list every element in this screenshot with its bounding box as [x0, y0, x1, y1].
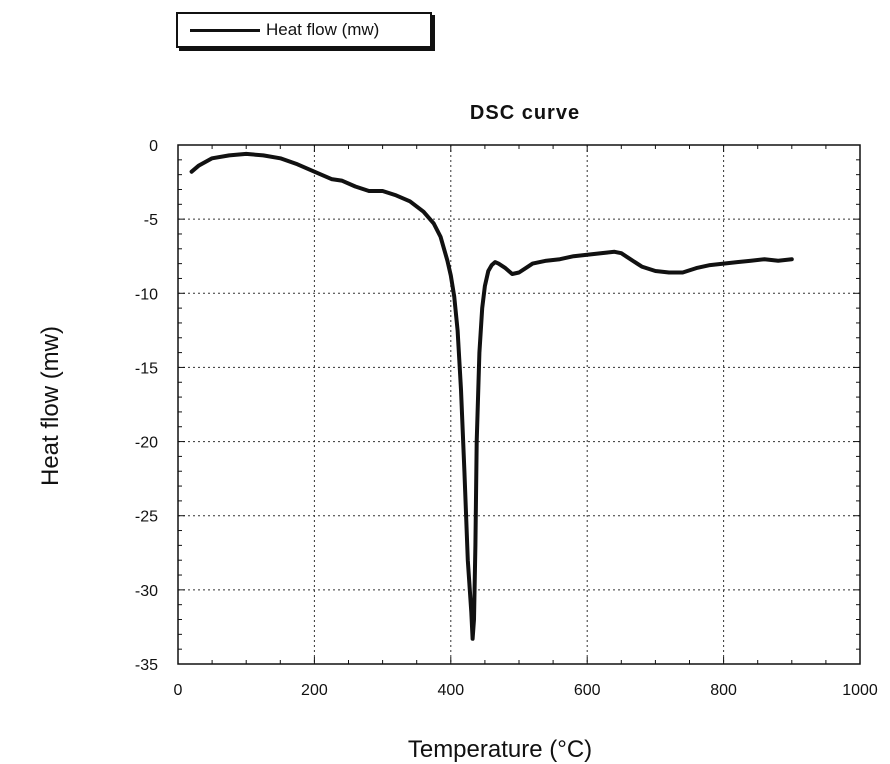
y-tick-label: -10	[135, 286, 158, 303]
grid-layer	[178, 145, 860, 664]
legend-label: Heat flow (mw)	[266, 20, 380, 39]
tick-layer	[177, 144, 861, 665]
x-tick-label: 800	[710, 682, 737, 699]
y-tick-label: -30	[135, 583, 158, 600]
tick-label-layer: 0 200 400 600 800 1000 0 -5 -10 -15 -20 -25 -30 -35	[135, 138, 878, 699]
y-tick-label: -15	[135, 360, 158, 377]
y-tick-label: -25	[135, 509, 158, 526]
legend-line-swatch	[190, 29, 260, 32]
series-line	[189, 151, 794, 641]
x-tick-label: 600	[574, 682, 601, 699]
x-axis-label: Temperature (°C)	[407, 736, 593, 763]
legend: Heat flow (mw)	[176, 12, 432, 48]
series-layer	[189, 151, 794, 641]
x-tick-label: 200	[301, 682, 328, 699]
x-tick-label: 400	[437, 682, 464, 699]
y-tick-label: -35	[135, 657, 158, 674]
y-tick-label: -5	[144, 212, 158, 229]
plot-frame	[177, 144, 861, 665]
y-axis-label: Heat flow (mw)	[37, 325, 64, 487]
x-tick-label: 0	[174, 682, 183, 699]
y-tick-label: -20	[135, 435, 158, 452]
chart-title: DSC curve	[469, 102, 581, 124]
y-tick-label: 0	[149, 138, 158, 155]
x-tick-label: 1000	[842, 682, 878, 699]
